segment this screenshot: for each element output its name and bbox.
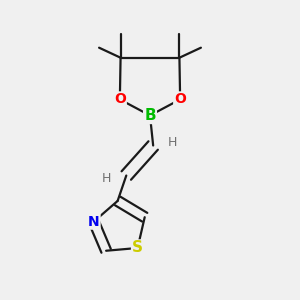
Text: B: B	[144, 108, 156, 123]
Text: O: O	[114, 92, 126, 106]
Text: H: H	[102, 172, 111, 184]
Text: O: O	[174, 92, 186, 106]
Text: S: S	[132, 241, 143, 256]
Text: N: N	[88, 215, 100, 229]
Text: H: H	[168, 136, 178, 149]
